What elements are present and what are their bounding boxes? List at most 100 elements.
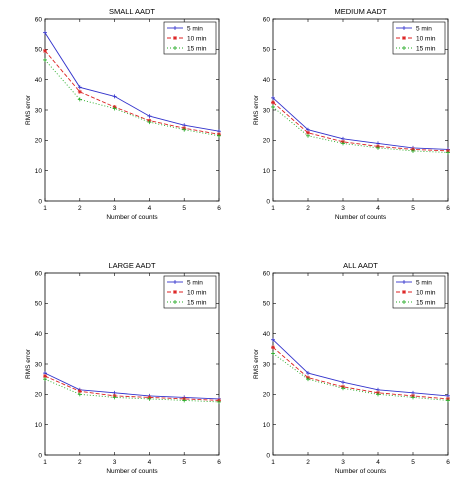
y-tick-label: 60 <box>263 270 271 277</box>
y-tick-label: 10 <box>35 168 43 175</box>
data-point <box>306 377 310 382</box>
x-tick-label: 1 <box>43 205 47 212</box>
y-tick-label: 40 <box>263 77 271 84</box>
data-point <box>77 392 82 397</box>
data-point <box>446 150 450 155</box>
legend-box <box>163 21 217 55</box>
data-point <box>43 30 47 35</box>
x-tick-label: 2 <box>306 205 310 212</box>
data-point <box>271 351 275 356</box>
y-tick-label: 10 <box>263 422 271 429</box>
y-axis-label: RMS error <box>25 348 32 379</box>
data-point <box>43 377 47 382</box>
x-tick-label: 4 <box>376 205 380 212</box>
data-point <box>147 114 152 119</box>
legend-label: 5 min <box>187 279 203 286</box>
series-line <box>44 375 220 401</box>
data-point <box>43 57 47 62</box>
y-tick-label: 60 <box>35 270 43 277</box>
legend-label: 15 min <box>416 45 436 52</box>
y-tick-label: 40 <box>35 77 43 84</box>
y-tick-label: 40 <box>263 331 271 338</box>
legend-label: 10 min <box>187 289 207 296</box>
data-point <box>182 127 187 132</box>
x-tick-label: 6 <box>217 205 221 212</box>
legend: 5 min 10 min 15 min <box>392 21 446 55</box>
y-axis-label: RMS error <box>253 348 260 379</box>
series-line <box>44 32 220 132</box>
legend-label: 5 min <box>416 279 432 286</box>
chart-panel: MEDIUM AADT 0 10 20 30 40 50 60 1 2 3 4 5 6 Number of … <box>253 7 450 221</box>
x-tick-label: 1 <box>43 459 47 466</box>
data-point <box>271 95 275 100</box>
legend-label: 10 min <box>187 35 207 42</box>
data-point <box>376 392 380 397</box>
data-point <box>43 48 47 53</box>
data-point <box>217 399 221 404</box>
data-point <box>306 371 310 376</box>
series-line <box>272 346 449 400</box>
y-tick-label: 40 <box>35 331 43 338</box>
data-point <box>446 398 450 403</box>
data-point <box>341 141 345 146</box>
data-point <box>112 395 117 400</box>
y-tick-label: 20 <box>263 138 271 145</box>
data-point <box>112 94 117 99</box>
legend: 5 min 10 min 15 min <box>163 275 217 309</box>
legend-box <box>163 275 217 309</box>
y-tick-label: 50 <box>35 47 43 54</box>
x-tick-label: 5 <box>182 459 186 466</box>
y-tick-label: 50 <box>263 47 271 54</box>
chart-title: LARGE AADT <box>108 261 156 270</box>
y-tick-label: 20 <box>263 392 271 399</box>
x-tick-label: 4 <box>376 459 380 466</box>
y-tick-label: 30 <box>35 361 43 368</box>
x-tick-label: 3 <box>113 459 117 466</box>
x-tick-label: 4 <box>148 459 152 466</box>
chart-title: MEDIUM AADT <box>334 7 387 16</box>
y-axis-label: RMS error <box>253 94 260 125</box>
data-point <box>112 106 117 111</box>
y-tick-label: 50 <box>263 301 271 308</box>
x-tick-label: 1 <box>271 205 275 212</box>
data-point <box>271 337 275 342</box>
data-point <box>271 104 275 109</box>
y-tick-label: 0 <box>266 198 270 205</box>
legend-label: 15 min <box>187 299 207 306</box>
data-point <box>182 398 187 403</box>
legend-label: 10 min <box>416 35 436 42</box>
y-tick-label: 10 <box>263 168 271 175</box>
x-tick-label: 3 <box>341 205 345 212</box>
chart-panel: SMALL AADT 0 10 20 30 40 50 60 1 2 3 4 5 6 Number of c… <box>25 7 221 221</box>
x-tick-label: 5 <box>182 205 186 212</box>
y-tick-label: 30 <box>263 361 271 368</box>
data-point <box>147 396 152 401</box>
y-tick-label: 20 <box>35 138 43 145</box>
x-tick-label: 5 <box>411 205 415 212</box>
legend-label: 10 min <box>416 289 436 296</box>
legend-box <box>392 275 446 309</box>
legend-label: 5 min <box>187 25 203 32</box>
data-point <box>411 395 415 400</box>
x-axis-label: Number of counts <box>106 214 158 221</box>
legend-label: 15 min <box>416 299 436 306</box>
y-tick-label: 30 <box>263 107 271 114</box>
chart-title: SMALL AADT <box>109 7 155 16</box>
legend: 5 min 10 min 15 min <box>392 275 446 309</box>
data-point <box>341 380 345 385</box>
series-line <box>272 97 449 150</box>
y-tick-label: 0 <box>38 452 42 459</box>
legend-box <box>392 21 446 55</box>
data-point <box>77 89 82 94</box>
y-tick-label: 0 <box>266 452 270 459</box>
x-axis-label: Number of counts <box>335 468 387 475</box>
series-line <box>44 50 220 135</box>
x-tick-label: 6 <box>446 459 450 466</box>
legend: 5 min 10 min 15 min <box>163 21 217 55</box>
x-tick-label: 4 <box>148 205 152 212</box>
x-tick-label: 2 <box>306 459 310 466</box>
data-point <box>376 145 380 150</box>
x-axis-label: Number of counts <box>106 468 158 475</box>
chart-title: ALL AADT <box>343 261 378 270</box>
